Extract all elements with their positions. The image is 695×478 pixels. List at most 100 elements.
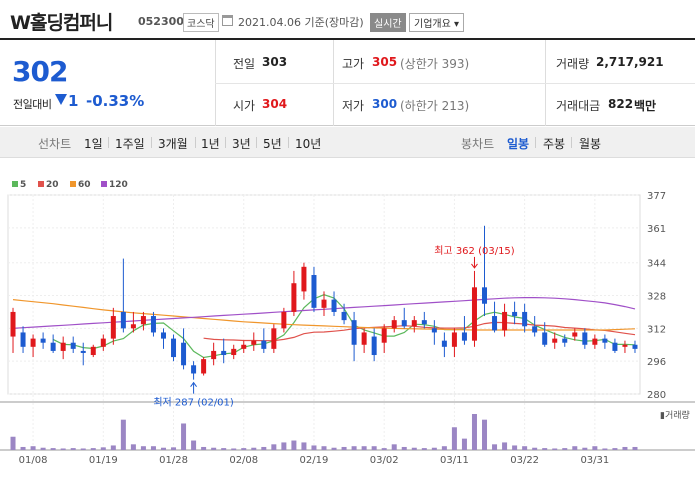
y-tick-label: 280	[647, 390, 666, 401]
volume-bar	[542, 448, 548, 450]
candle-body	[171, 338, 177, 358]
volume-bar	[602, 448, 608, 450]
candle-body	[110, 316, 116, 339]
candle-body	[80, 350, 86, 353]
volume-bar	[431, 447, 437, 450]
candle-body	[120, 311, 126, 329]
candle-body	[572, 332, 578, 337]
tab-monthly[interactable]: 월봉	[579, 137, 602, 151]
amount-value: 822	[608, 97, 634, 111]
candle-body	[361, 332, 367, 345]
volume-bar	[211, 447, 217, 450]
candle-body	[281, 311, 287, 329]
company-overview-dropdown[interactable]: 기업개요 ▾	[409, 13, 464, 32]
volume-bar	[160, 447, 166, 450]
volume-bar	[261, 446, 267, 450]
candle-body	[271, 328, 277, 349]
volume-bar	[120, 419, 126, 450]
tab-daily[interactable]: 일봉	[507, 137, 530, 151]
candle-body	[261, 340, 267, 349]
legend-ma5: 5	[12, 180, 26, 190]
tab-1y[interactable]: 1년	[201, 137, 220, 151]
volume-bar	[612, 448, 618, 450]
divider	[215, 83, 695, 84]
candle-body	[40, 338, 46, 343]
volume-bar	[281, 442, 287, 450]
candle-body	[381, 328, 387, 343]
candle-body	[431, 328, 437, 333]
candle-body	[401, 320, 407, 327]
low-arrowhead	[190, 381, 197, 387]
volume-bar	[271, 444, 277, 450]
low-label: 저가	[342, 99, 365, 113]
candle-body	[30, 338, 36, 347]
volume-bar	[391, 444, 397, 450]
volume-bar	[381, 448, 387, 450]
amount-unit: 백만	[634, 99, 657, 113]
prev-value: 303	[262, 55, 288, 69]
amount-label: 거래대금	[556, 99, 601, 113]
candle-body	[130, 324, 136, 329]
candle-body	[421, 320, 427, 325]
volume-bar	[181, 423, 187, 450]
volume-bar	[191, 440, 197, 450]
calendar-icon	[222, 15, 233, 26]
volume-bar	[171, 447, 177, 450]
candle-body	[150, 316, 156, 333]
tab-10y[interactable]: 10년	[295, 137, 322, 151]
volume-bar	[572, 446, 578, 450]
volume-bar	[140, 446, 146, 450]
high-value: 305	[372, 55, 398, 69]
x-tick-label: 03/22	[510, 455, 539, 466]
candle-body	[502, 311, 508, 331]
ma60-line	[12, 299, 636, 331]
upper-limit: (상한가 393)	[400, 57, 470, 71]
volume-bar	[582, 447, 588, 450]
high-annotation: 최고 362 (03/15)	[434, 245, 515, 257]
volume-bar	[371, 446, 377, 450]
down-arrow-icon	[55, 94, 67, 105]
volume-bar	[562, 448, 568, 450]
volume-bar	[60, 448, 66, 450]
volume-bar	[502, 442, 508, 450]
volume-bar	[632, 446, 638, 450]
volume-bar	[130, 444, 136, 450]
volume-bar	[451, 427, 457, 450]
tab-5y[interactable]: 5년	[263, 137, 282, 151]
y-tick-label: 312	[647, 324, 666, 335]
tab-3m[interactable]: 3개월	[158, 137, 188, 151]
volume-bar	[201, 446, 207, 450]
tab-weekly[interactable]: 주봉	[543, 137, 566, 151]
volume-bar	[321, 446, 327, 450]
candle-body	[371, 336, 377, 356]
price-summary: 302 전일대비 1 -0.33% 전일 303 고가 305 (상한가 393…	[0, 40, 695, 126]
candle-body	[140, 316, 146, 325]
tab-3y[interactable]: 3년	[232, 137, 251, 151]
y-tick-label: 361	[647, 224, 666, 235]
high-label: 고가	[342, 57, 365, 71]
candle-body	[341, 311, 347, 321]
x-tick-label: 02/08	[229, 455, 258, 466]
volume-label: 거래량	[556, 57, 590, 71]
current-price: 302	[12, 55, 68, 88]
tab-1w[interactable]: 1주일	[115, 137, 145, 151]
open-label: 시가	[233, 99, 256, 113]
lower-limit: (하한가 213)	[400, 99, 470, 113]
volume-bar	[231, 448, 237, 450]
candle-body	[211, 350, 217, 360]
volume-bar	[552, 448, 558, 450]
volume-bar	[241, 448, 247, 450]
realtime-button[interactable]: 실시간	[370, 13, 406, 32]
y-tick-label: 377	[647, 191, 666, 202]
change-value: 1	[68, 92, 79, 110]
change-percent: -0.33%	[86, 92, 145, 110]
stock-header: W홀딩컴퍼니 052300 코스닥 2021.04.06 기준(장마감) 실시간…	[0, 0, 695, 40]
candle-body	[391, 320, 397, 329]
candle-body	[221, 350, 227, 356]
volume-bar	[622, 446, 628, 450]
tab-1d[interactable]: 1일	[84, 137, 103, 151]
candle-body	[20, 332, 26, 347]
candle-body	[441, 340, 447, 347]
x-tick-label: 01/28	[159, 455, 188, 466]
volume-bar	[532, 447, 538, 450]
